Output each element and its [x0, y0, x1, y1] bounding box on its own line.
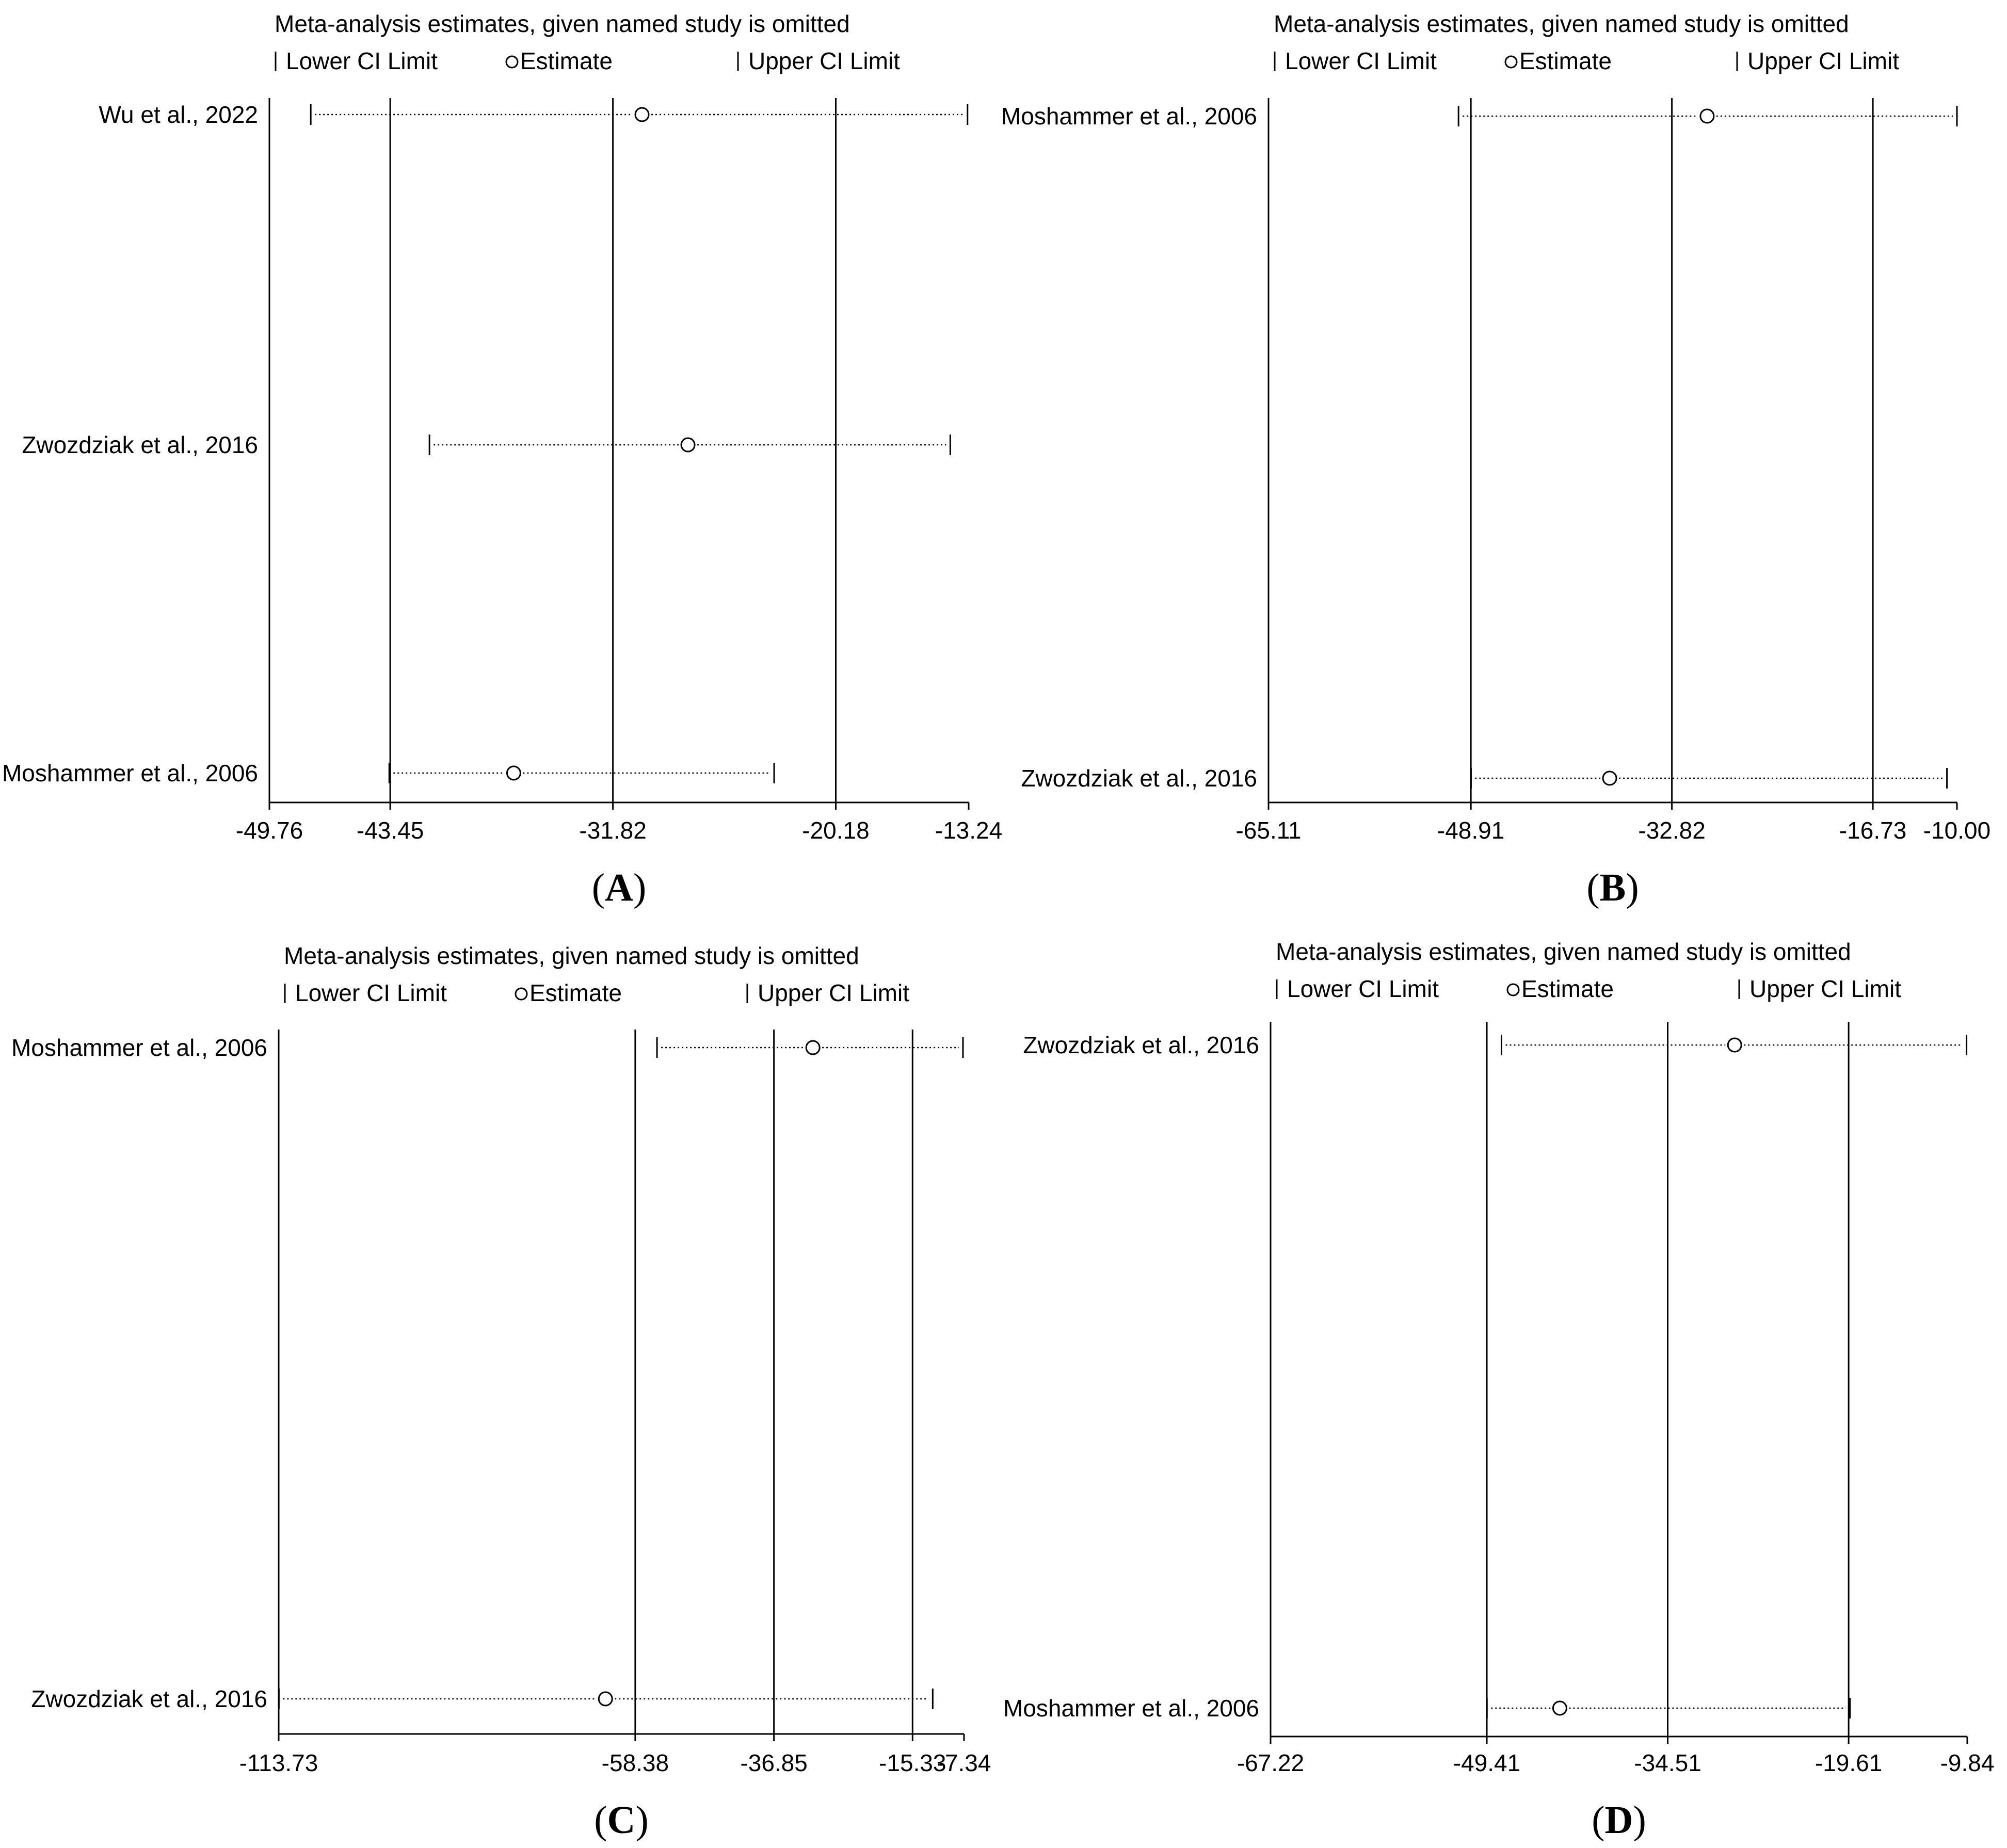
legend-estimate-label: Estimate [520, 47, 613, 74]
x-tick-label: -20.18 [802, 817, 869, 844]
study-row: Moshammer et al., 2006 [1001, 103, 1958, 130]
legend: Lower CI Limit Estimate Upper CI Limit [1274, 47, 1899, 74]
study-row: Moshammer et al., 2006 [11, 1034, 964, 1061]
panel-label: (D) [1592, 1798, 1646, 1842]
estimate-marker [598, 1691, 613, 1707]
legend-estimate-marker [1506, 983, 1520, 997]
legend-estimate-marker [515, 987, 528, 1001]
x-tick-label: -48.91 [1437, 817, 1504, 844]
x-tick-label: -13.24 [935, 817, 1002, 844]
panel-header: Meta-analysis estimates, given named stu… [284, 942, 859, 969]
x-tick-label: -10.00 [1923, 817, 1990, 844]
panel-d: Meta-analysis estimates, given named stu… [1003, 938, 1994, 1842]
panel-header: Meta-analysis estimates, given named stu… [1276, 938, 1851, 965]
panel-label: (A) [592, 866, 647, 909]
study-label: Moshammer et al., 2006 [1001, 103, 1257, 130]
study-row: Zwozdziak et al., 2016 [22, 431, 951, 458]
study-row: Wu et al., 2022 [99, 101, 969, 128]
legend-estimate-marker [1504, 55, 1518, 69]
x-tick-label: -49.41 [1453, 1749, 1520, 1776]
legend-upper-label: Upper CI Limit [758, 979, 909, 1006]
study-row: Zwozdziak et al., 2016 [1023, 1032, 1968, 1058]
legend-lower-label: Lower CI Limit [295, 979, 447, 1006]
estimate-marker [634, 107, 650, 122]
x-tick-label: -16.73 [1839, 817, 1906, 844]
estimate-marker [1602, 770, 1617, 786]
estimate-marker [506, 765, 521, 781]
study-label: Moshammer et al., 2006 [2, 760, 258, 786]
legend-estimate-label: Estimate [1519, 47, 1612, 74]
x-tick-label: -32.82 [1638, 817, 1705, 844]
x-tick-label: -113.73 [239, 1749, 318, 1776]
study-label: Wu et al., 2022 [99, 101, 258, 128]
x-tick-label: -7.34 [937, 1749, 991, 1776]
legend: Lower CI Limit Estimate Upper CI Limit [275, 47, 900, 74]
legend-lower-label: Lower CI Limit [286, 47, 438, 74]
study-row: Moshammer et al., 2006 [2, 760, 775, 786]
study-label: Zwozdziak et al., 2016 [31, 1685, 267, 1712]
legend-upper-label: Upper CI Limit [1749, 975, 1901, 1002]
estimate-marker [1699, 108, 1715, 124]
x-tick-label: -49.76 [236, 817, 303, 844]
study-label: Moshammer et al., 2006 [11, 1034, 267, 1061]
x-tick-label: -31.82 [579, 817, 646, 844]
legend-upper-label: Upper CI Limit [1747, 47, 1899, 74]
x-tick-label: -36.85 [740, 1749, 807, 1776]
legend-estimate-label: Estimate [1521, 975, 1614, 1002]
legend: Lower CI Limit Estimate Upper CI Limit [1276, 975, 1901, 1002]
legend-lower-label: Lower CI Limit [1287, 975, 1439, 1002]
study-label: Zwozdziak et al., 2016 [1021, 765, 1257, 792]
legend-estimate-marker [505, 55, 519, 69]
legend: Lower CI Limit Estimate Upper CI Limit [284, 979, 909, 1006]
x-tick-label: -67.22 [1237, 1749, 1304, 1776]
panel-b: Meta-analysis estimates, given named stu… [1001, 10, 1990, 909]
study-label: Moshammer et al., 2006 [1003, 1695, 1259, 1722]
x-tick-label: -65.11 [1235, 817, 1301, 844]
legend-lower-label: Lower CI Limit [1285, 47, 1437, 74]
study-row: Moshammer et al., 2006 [1003, 1695, 1851, 1722]
study-label: Zwozdziak et al., 2016 [22, 431, 258, 458]
panel-header: Meta-analysis estimates, given named stu… [275, 10, 850, 37]
x-tick-label: -19.61 [1815, 1749, 1882, 1776]
estimate-marker [1727, 1037, 1742, 1053]
x-tick-label: -9.84 [1940, 1749, 1995, 1776]
panel-label: (C) [594, 1798, 649, 1842]
x-tick-label: -58.38 [602, 1749, 669, 1776]
panel-label: (B) [1586, 866, 1639, 909]
estimate-marker [680, 437, 696, 453]
estimate-marker [1552, 1700, 1567, 1716]
study-label: Zwozdziak et al., 2016 [1023, 1032, 1259, 1058]
x-tick-label: -15.33 [879, 1749, 946, 1776]
study-row: Zwozdziak et al., 2016 [31, 1685, 934, 1712]
x-tick-label: -43.45 [357, 817, 424, 844]
legend-upper-label: Upper CI Limit [748, 47, 900, 74]
study-row: Zwozdziak et al., 2016 [1021, 765, 1948, 792]
panel-a: Meta-analysis estimates, given named stu… [2, 10, 1002, 909]
panel-header: Meta-analysis estimates, given named stu… [1274, 10, 1849, 37]
legend-estimate-label: Estimate [529, 979, 622, 1006]
x-tick-label: -34.51 [1634, 1749, 1701, 1776]
panel-c: Meta-analysis estimates, given named stu… [11, 942, 991, 1842]
estimate-marker [805, 1040, 821, 1055]
